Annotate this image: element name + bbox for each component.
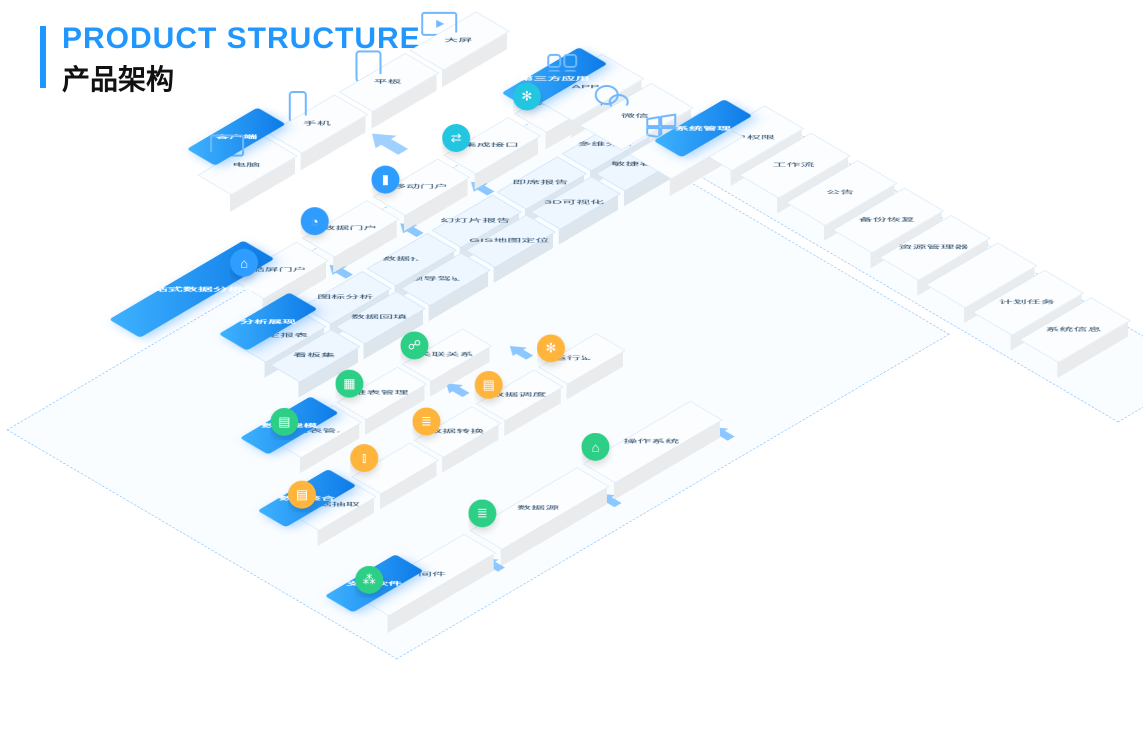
block-client-1-label: 手机 — [268, 95, 366, 152]
block-sysmgr-7-label: 系统信息 — [1019, 298, 1128, 362]
block-present1-1: 图标分析 — [301, 288, 389, 340]
block-sysmgr-3-label: 备份恢复 — [832, 188, 941, 252]
block-present2-3: GIS地图定位 — [465, 232, 553, 284]
block-portal-3: 集成接口 — [443, 136, 538, 192]
device-phone-icon — [267, 112, 329, 149]
device-pc-icon — [196, 154, 258, 191]
device-tablet-icon — [337, 71, 399, 108]
device-bigscreen-icon — [408, 29, 470, 66]
block-sysmgr-0-label: 用户权限 — [692, 106, 801, 170]
block-present2-3-label: GIS地图定位 — [465, 215, 553, 267]
block-third-1: 微信 — [579, 102, 691, 168]
block-portal-2: 移动门户 — [373, 177, 468, 233]
block-sysmgr-4: 资源管理器 — [879, 232, 988, 296]
block-third-0-label: APP — [530, 55, 642, 121]
block-portal-4: 二次开发接口 — [514, 94, 609, 150]
block-sysmgr-4-label: 资源管理器 — [879, 216, 988, 280]
diagram-scene: 支持软件数据整合数据建模分析展现ABI一站式数据分析平台客户端第三方应用系统管理… — [0, 0, 1143, 734]
phone-icon: ▮ — [366, 195, 406, 218]
block-sysmgr-6-label: 计划任务 — [972, 271, 1081, 335]
block-portal-3-label: 集成接口 — [443, 118, 538, 174]
block-present2-2: 领导驾驶舱 — [400, 270, 488, 322]
block-portal-1-label: 数据门户 — [302, 201, 397, 257]
header-client-label: 客户端 — [215, 133, 257, 140]
block-sysmgr-5: 日志 — [926, 259, 1035, 323]
block-client-0: 电脑 — [197, 155, 295, 212]
block-third-0: APP — [530, 72, 642, 138]
swap-icon: ⇄ — [436, 154, 476, 177]
block-present1-2-label: 数据挖掘 — [366, 234, 454, 286]
block-sysmgr-0: 用户权限 — [692, 122, 801, 186]
block-present2-4-label: 3D可视化 — [530, 177, 618, 229]
arrow-model-2 — [501, 343, 536, 364]
block-sysmgr-6: 计划任务 — [972, 287, 1081, 351]
arrow-present-a — [321, 262, 356, 283]
block-present1-1-label: 图标分析 — [301, 272, 389, 324]
header-sysmgr-label: 系统管理 — [675, 125, 731, 132]
block-client-3: 大屏 — [409, 30, 507, 87]
block-present2-5: 敏捷看板 — [595, 155, 683, 207]
block-present1-3-label: 幻灯片报告 — [431, 195, 519, 247]
block-sysmgr-5-label: 日志 — [926, 243, 1035, 307]
device-apps-icon — [531, 73, 593, 110]
block-portal-2-label: 移动门户 — [373, 159, 468, 215]
block-present2-2-label: 领导驾驶舱 — [400, 254, 488, 306]
block-client-1: 手机 — [268, 113, 366, 170]
block-present1-5: 多维分析 — [562, 135, 650, 187]
arrow-present-b — [392, 220, 427, 241]
block-sysmgr-2-label: 公告 — [786, 161, 895, 225]
block-client-3-label: 大屏 — [409, 12, 507, 69]
block-sysmgr-7: 系统信息 — [1019, 314, 1128, 378]
block-portal-0: 酷屏门户 — [231, 260, 326, 316]
block-sysmgr-1-label: 工作流 — [739, 134, 848, 198]
block-portal-0-label: 酷屏门户 — [231, 243, 326, 299]
pie-icon: ◔ — [295, 237, 335, 260]
gear-icon: ✻ — [507, 112, 547, 135]
block-client-2-label: 平板 — [339, 54, 437, 111]
header-present-label: 分析展现 — [240, 318, 296, 325]
block-sysmgr-2: 公告 — [786, 177, 895, 241]
header-client: 客户端 — [187, 129, 286, 187]
device-windows-icon — [630, 131, 692, 168]
arrow-present-c — [463, 178, 498, 199]
header-platform-label: ABI一站式数据分析平台 — [111, 286, 272, 293]
block-present1-0-label: 固定报表 — [236, 310, 324, 362]
header-platform: ABI一站式数据分析平台 — [109, 262, 274, 359]
block-present2-5-label: 敏捷看板 — [595, 139, 683, 191]
header-third-label: 第三方应用 — [519, 75, 589, 82]
monitor-icon: ⌂ — [224, 279, 264, 302]
block-present1-5-label: 多维分析 — [562, 119, 650, 171]
block-portal-1: 数据门户 — [302, 219, 397, 275]
arrow-third — [593, 99, 647, 131]
block-third-2: PC — [629, 131, 741, 197]
header-third: 第三方应用 — [501, 68, 607, 130]
block-client-2: 平板 — [339, 72, 437, 129]
block-present1-4: 即席报告 — [496, 173, 584, 225]
block-present1-4-label: 即席报告 — [496, 157, 584, 209]
header-sysmgr: 系统管理 — [653, 120, 752, 178]
block-portal-4-label: 二次开发接口 — [514, 76, 609, 132]
block-sysmgr-3: 备份恢复 — [832, 205, 941, 269]
arrow-client — [360, 128, 414, 160]
block-present1-3: 幻灯片报告 — [431, 212, 519, 264]
ground-sysmgr — [678, 113, 1143, 422]
device-wechat-icon — [581, 102, 643, 139]
block-third-1-label: 微信 — [579, 84, 691, 150]
block-third-2-label: PC — [629, 113, 741, 179]
block-client-0-label: 电脑 — [197, 137, 295, 194]
block-present2-4: 3D可视化 — [530, 193, 618, 245]
block-present1-2: 数据挖掘 — [366, 250, 454, 302]
block-sysmgr-1: 工作流 — [739, 150, 848, 214]
